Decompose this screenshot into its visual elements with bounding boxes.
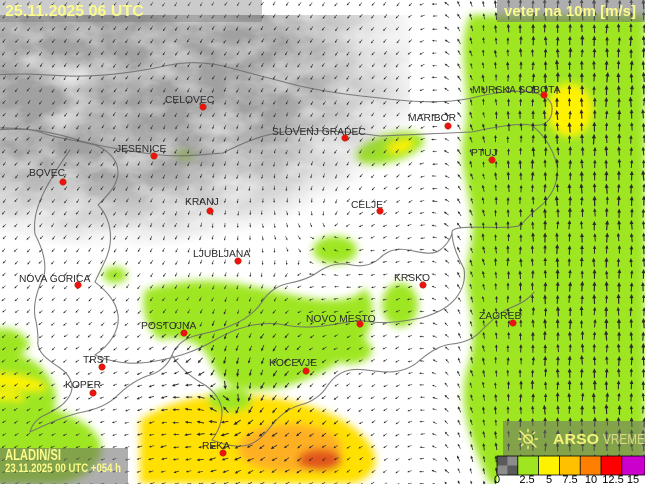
svg-text:2.5: 2.5 xyxy=(519,474,534,484)
svg-text:NOVO MESTO: NOVO MESTO xyxy=(306,314,376,325)
svg-text:5: 5 xyxy=(546,474,552,484)
svg-text:23.11.2025 00 UTC +054 h: 23.11.2025 00 UTC +054 h xyxy=(5,461,121,475)
svg-text:10: 10 xyxy=(585,474,597,484)
svg-text:0: 0 xyxy=(494,474,500,484)
svg-text:KOCEVJE: KOCEVJE xyxy=(269,358,317,369)
svg-text:BOVEC: BOVEC xyxy=(29,168,66,179)
svg-text:15: 15 xyxy=(627,474,639,484)
svg-text:TRST: TRST xyxy=(83,355,111,366)
svg-text:CELOVEC: CELOVEC xyxy=(165,95,215,106)
svg-text:KOPER: KOPER xyxy=(65,380,101,391)
svg-text:7.5: 7.5 xyxy=(562,474,577,484)
svg-text:ARSO: ARSO xyxy=(553,431,599,448)
svg-text:25.11.2025 06 UTC: 25.11.2025 06 UTC xyxy=(5,3,144,20)
svg-text:JESENICE: JESENICE xyxy=(116,144,166,155)
svg-text:12.5: 12.5 xyxy=(602,474,623,484)
svg-text:veter na 10m [m/s]: veter na 10m [m/s] xyxy=(504,3,636,20)
svg-text:KRANJ: KRANJ xyxy=(185,197,219,208)
svg-text:REKA: REKA xyxy=(202,441,230,452)
svg-text:POSTOJNA: POSTOJNA xyxy=(141,321,196,332)
svg-text:LJUBLJANA: LJUBLJANA xyxy=(193,249,250,260)
svg-text:VREME: VREME xyxy=(603,431,645,448)
svg-text:MARIBOR: MARIBOR xyxy=(408,113,456,124)
svg-text:SLOVENJ GRADEC: SLOVENJ GRADEC xyxy=(272,127,366,138)
